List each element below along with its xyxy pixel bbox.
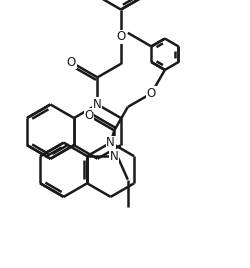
Text: N: N — [93, 98, 102, 111]
Text: O: O — [116, 30, 126, 43]
Text: O: O — [147, 87, 156, 100]
Text: N: N — [110, 150, 119, 163]
Text: N: N — [106, 136, 115, 149]
Text: O: O — [67, 56, 76, 69]
Text: O: O — [84, 109, 94, 122]
